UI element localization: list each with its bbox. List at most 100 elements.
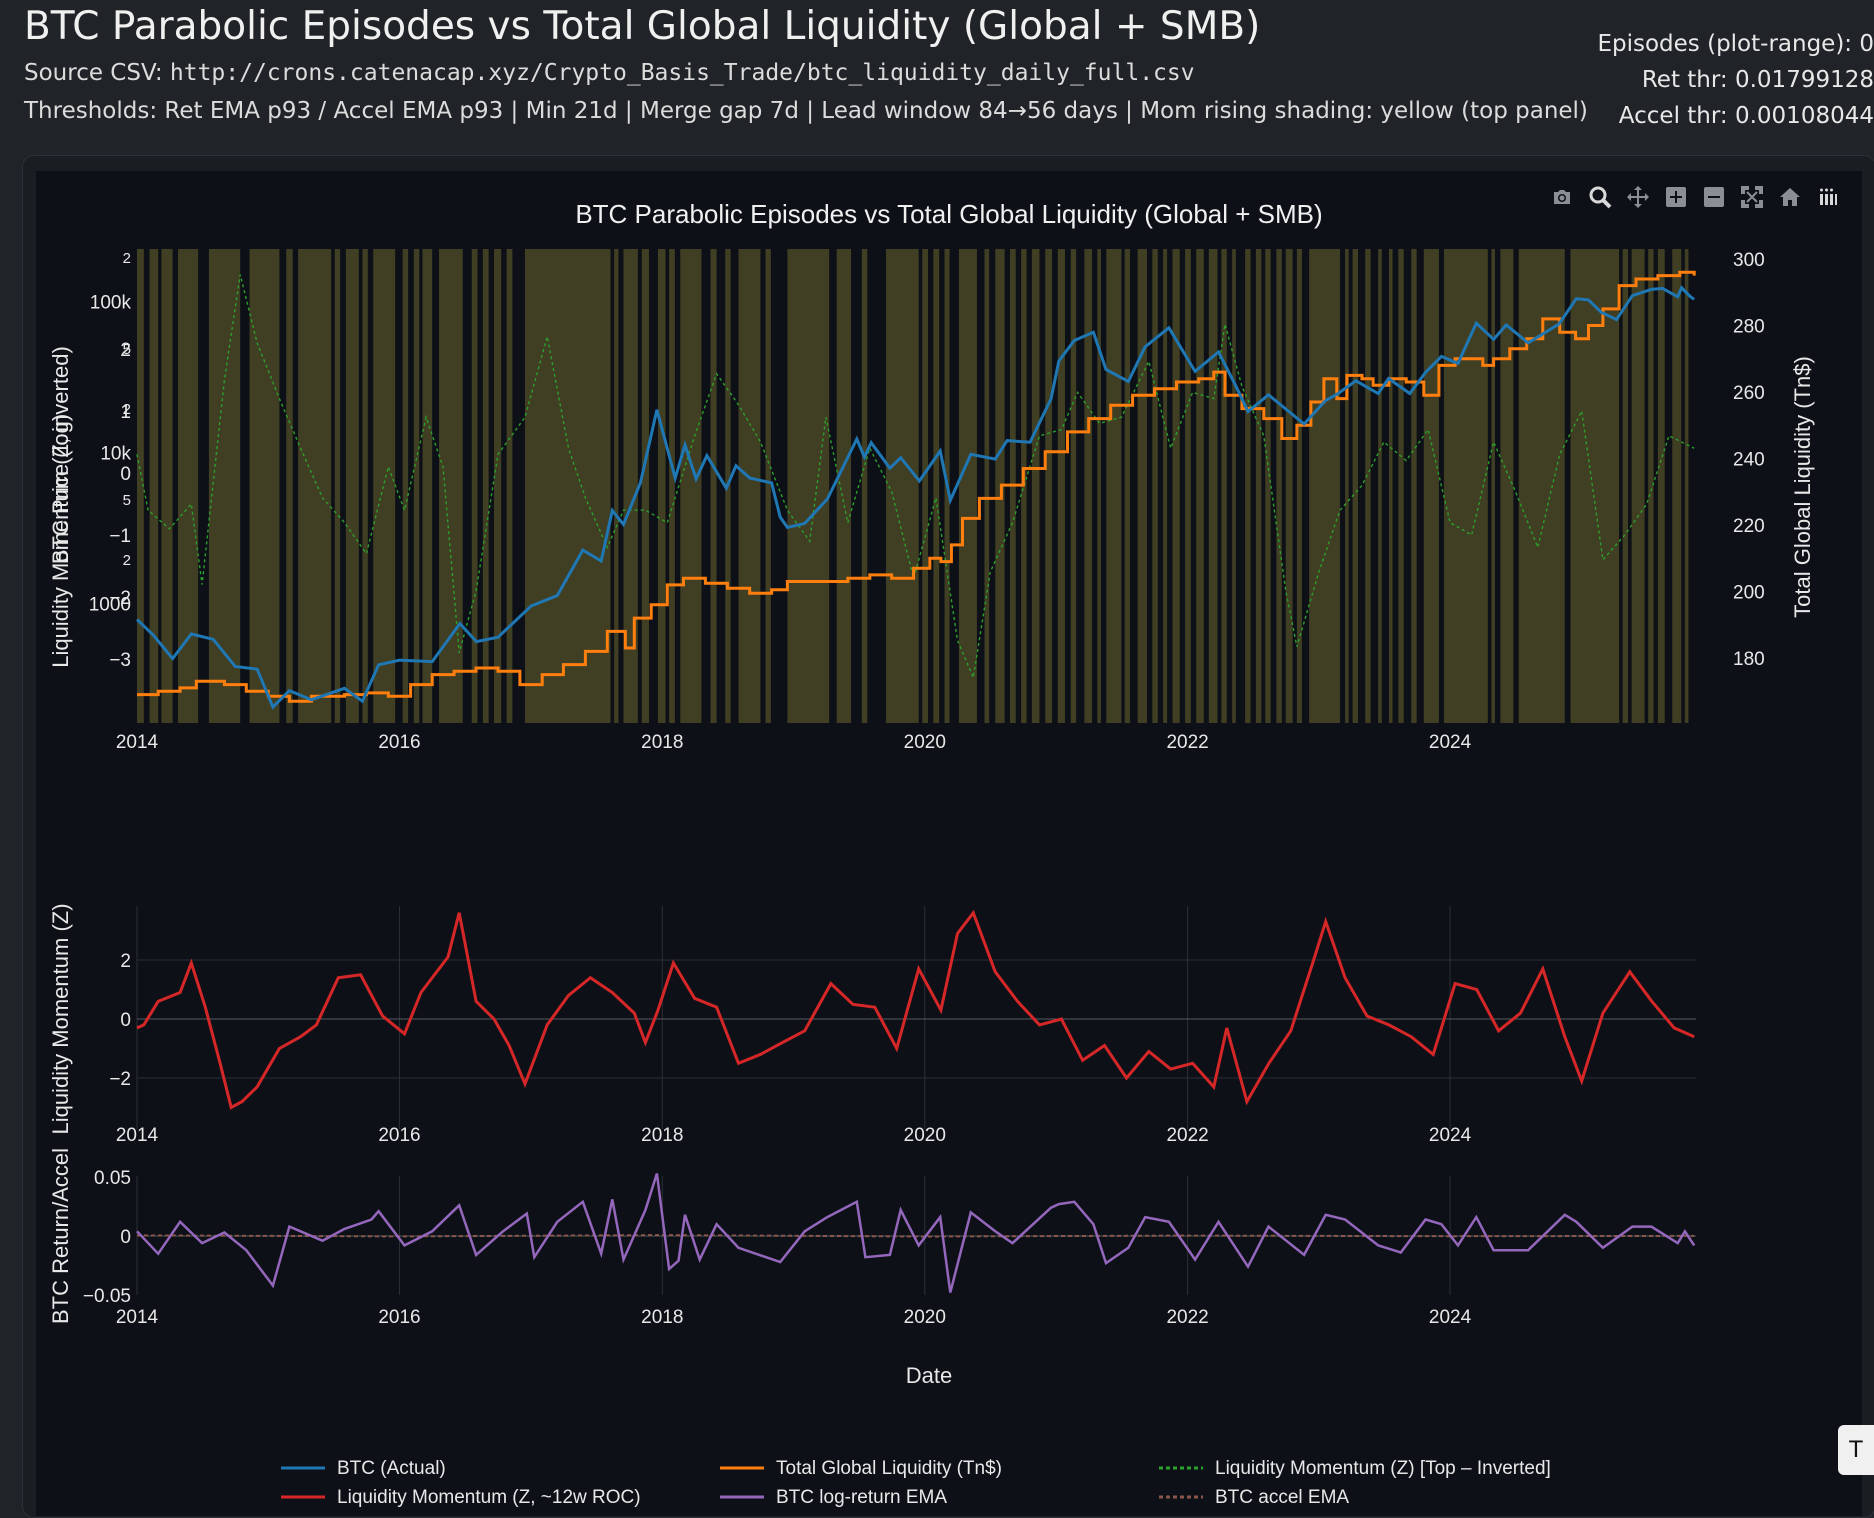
shade-band <box>1265 249 1271 723</box>
shade-band <box>1221 249 1227 723</box>
y-mid-tick-label: −2 <box>109 1069 131 1090</box>
accel-threshold-stat: Accel thr: 0.00108044 <box>1618 103 1874 129</box>
shade-band <box>1152 249 1158 723</box>
shade-band <box>208 249 241 723</box>
shade-band <box>657 249 666 723</box>
legend-item[interactable]: BTC log-return EMA <box>720 1487 947 1508</box>
x-tick-label-top: 2022 <box>1166 732 1208 753</box>
shade-band <box>1657 249 1665 723</box>
shade-band <box>1276 249 1282 723</box>
shade-band <box>482 249 489 723</box>
y-overlay-tick-label: −3 <box>109 650 131 671</box>
shade-band <box>1097 249 1101 723</box>
shade-band <box>1631 249 1645 723</box>
shade-band <box>1196 249 1204 723</box>
shade-band <box>1423 249 1439 723</box>
shade-band <box>334 249 341 723</box>
shade-band <box>506 249 513 723</box>
pan-icon[interactable] <box>1622 181 1654 213</box>
zoom-out-icon[interactable] <box>1698 181 1730 213</box>
shade-band <box>149 249 159 723</box>
y-left-tick-label: 5 <box>123 341 131 358</box>
autoscale-icon[interactable] <box>1736 181 1768 213</box>
legend-item[interactable]: Liquidity Momentum (Z, ~12w ROC) <box>281 1487 641 1508</box>
x-tick-label-bottom: 2020 <box>904 1307 946 1328</box>
shade-band <box>471 249 478 723</box>
legend-item[interactable]: Total Global Liquidity (Tn$) <box>720 1458 1002 1479</box>
momentum-rising-shading <box>137 249 1689 723</box>
home-icon[interactable] <box>1774 181 1806 213</box>
shade-band <box>1163 249 1168 723</box>
shade-band <box>1345 249 1349 723</box>
x-tick-label-top: 2016 <box>378 732 420 753</box>
legend-label: BTC log-return EMA <box>776 1487 947 1508</box>
shade-band <box>1491 249 1496 723</box>
shade-band <box>984 249 990 723</box>
y-right-axis-title: Total Global Liquidity (Tn$) <box>1790 356 1815 618</box>
figure-svg[interactable]: BTC Parabolic Episodes vs Total Global L… <box>36 171 1862 1516</box>
y-overlay-tick-label: 2 <box>120 340 131 361</box>
shade-band <box>861 249 868 723</box>
legend-item[interactable]: BTC (Actual) <box>281 1458 446 1479</box>
modebar <box>1546 181 1844 213</box>
shade-band <box>933 249 940 723</box>
y-overlay-tick-label: −1 <box>109 526 131 547</box>
y-left-tick-label: 100k <box>90 292 132 313</box>
corner-button[interactable]: T <box>1838 1425 1874 1475</box>
shade-band <box>1084 249 1092 723</box>
x-tick-label-top: 2020 <box>904 732 946 753</box>
shade-band <box>1411 249 1417 723</box>
y-right-tick-label: 260 <box>1733 383 1765 404</box>
source-url: http://crons.catenacap.xyz/Crypto_Basis_… <box>169 60 1195 86</box>
plotly-logo-icon[interactable] <box>1812 181 1844 213</box>
series-total-global-liquidity-line <box>137 270 1696 703</box>
shade-band <box>1365 249 1371 723</box>
shade-band <box>669 249 675 723</box>
shade-band <box>402 249 409 723</box>
shade-band <box>1185 249 1191 723</box>
shade-band <box>373 249 396 723</box>
y-left-axis-title: BTC Price (log) <box>48 414 73 564</box>
source-line: Source CSV: http://crons.catenacap.xyz/C… <box>24 60 1195 86</box>
shade-band <box>1232 249 1236 723</box>
legend-label: Liquidity Momentum (Z) [Top – Inverted] <box>1215 1458 1551 1479</box>
x-tick-label-bottom: 2024 <box>1429 1307 1472 1328</box>
x-tick-label-top: 2024 <box>1429 732 1472 753</box>
y-overlay-tick-label: −2 <box>109 588 131 609</box>
shade-band <box>836 249 852 723</box>
shade-band <box>1124 249 1131 723</box>
episodes-stat: Episodes (plot-range): 0 <box>1597 31 1874 57</box>
x-tick-label-middle: 2024 <box>1429 1125 1472 1146</box>
x-tick-label-top: 2018 <box>641 732 683 753</box>
y-mid-tick-label: 0 <box>120 1010 131 1031</box>
shade-band <box>1648 249 1654 723</box>
shade-band <box>298 249 332 723</box>
shade-band <box>494 249 502 723</box>
x-tick-label-middle: 2020 <box>904 1125 946 1146</box>
camera-icon[interactable] <box>1546 181 1578 213</box>
zoom-icon[interactable] <box>1584 181 1616 213</box>
y-left-tick-label: 10k <box>100 444 131 465</box>
page-header: BTC Parabolic Episodes vs Total Global L… <box>0 0 1874 150</box>
shade-band <box>345 249 359 723</box>
y-overlay-axis-title: Liquidity Momentum (Z, inverted) <box>48 346 73 668</box>
shade-band <box>1285 249 1293 723</box>
shade-band <box>1500 249 1514 723</box>
y-right-tick-label: 300 <box>1733 250 1765 271</box>
shade-band <box>922 249 929 723</box>
shade-band <box>1208 249 1218 723</box>
shade-band <box>1388 249 1393 723</box>
page-title: BTC Parabolic Episodes vs Total Global L… <box>24 4 1261 49</box>
shade-band <box>738 249 761 723</box>
shade-band <box>439 249 463 723</box>
y-right-tick-label: 280 <box>1733 317 1765 338</box>
shade-band <box>1045 249 1053 723</box>
y-right-tick-label: 240 <box>1733 450 1765 471</box>
legend-item[interactable]: Liquidity Momentum (Z) [Top – Inverted] <box>1159 1458 1551 1479</box>
zoom-in-icon[interactable] <box>1660 181 1692 213</box>
legend-item[interactable]: BTC accel EMA <box>1159 1487 1349 1508</box>
series-liquidity-momentum-line <box>136 909 1695 1110</box>
shade-band <box>524 249 611 723</box>
shade-band <box>1570 249 1620 723</box>
y-mid-axis-title: Liquidity Momentum (Z) <box>48 903 73 1134</box>
